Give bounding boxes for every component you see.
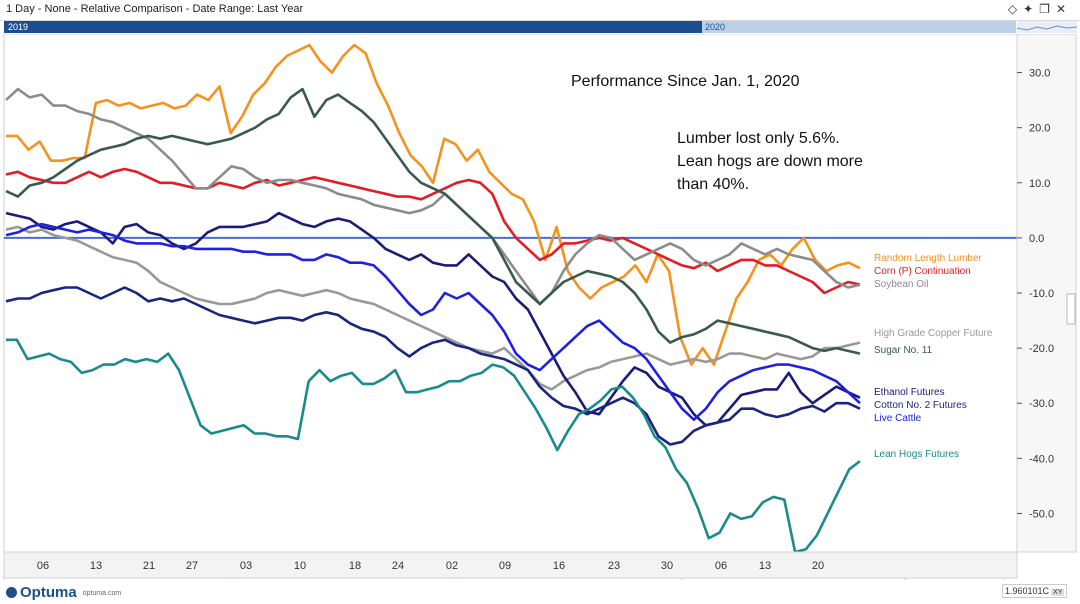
y-tick-label-6: -30.0: [1029, 398, 1054, 410]
overview-sparkline: [1016, 21, 1078, 33]
x-tick-label-14: 13: [759, 560, 771, 572]
series-line-0: [6, 43, 861, 366]
x-tick-label-3: 27: [186, 560, 198, 572]
y-axis-scroll-handle: [1066, 293, 1076, 325]
y-tick-label-5: -20.0: [1029, 343, 1054, 355]
series-line-7: [5, 222, 861, 422]
x-tick-label-11: 23: [608, 560, 620, 572]
x-tick-label-8: 02: [446, 560, 458, 572]
x-tick-label-0: 06: [37, 560, 49, 572]
annotation-line-3: than 40%.: [677, 176, 750, 193]
legend-entry-1: Corn (P) Continuation: [874, 266, 971, 277]
overview-year-right: 2020: [705, 22, 726, 32]
chart-legend: Random Length Lumber Corn (P) Continuatio…: [874, 253, 993, 460]
pin-icon[interactable]: ✦: [1023, 2, 1040, 16]
series-line-4: [5, 87, 861, 355]
optuma-logo: Optuma optuma.com: [6, 584, 121, 601]
x-tick-label-5: 10: [294, 560, 306, 572]
diamond-icon[interactable]: ◇: [1007, 2, 1024, 16]
overview-navigator[interactable]: 2019 2020: [4, 21, 1016, 33]
restore-icon[interactable]: ❐: [1039, 2, 1056, 16]
x-tick-label-1: 13: [90, 560, 102, 572]
x-tick-label-10: 16: [553, 560, 565, 572]
window-title: 1 Day - None - Relative Comparison - Dat…: [6, 3, 304, 15]
y-tick-label-7: -40.0: [1029, 453, 1054, 465]
x-tick-label-4: 03: [240, 560, 252, 572]
relative-comparison-chart: Random Length Lumber Corn (P) Continuatio…: [3, 34, 1077, 580]
x-tick-label-9: 09: [499, 560, 511, 572]
chart-series: [4, 43, 1017, 554]
close-icon[interactable]: ✕: [1055, 2, 1072, 16]
x-tick-label-2: 21: [143, 560, 155, 572]
series-line-6: [5, 286, 861, 446]
corner-value: 1.960101C: [1005, 586, 1050, 596]
y-tick-label-4: -10.0: [1029, 288, 1054, 300]
xy-toggle-button[interactable]: XY: [1051, 589, 1065, 596]
y-tick-label-0: 30.0: [1029, 68, 1050, 80]
annotation-line-2: Lean hogs are down more: [677, 153, 863, 170]
x-axis[interactable]: 06132127031018240209162330061320Jan 2020…: [3, 551, 1018, 580]
x-axis-months-band: [3, 577, 1005, 580]
x-tick-label-12: 30: [661, 560, 673, 572]
window-controls: ◇✦❐✕: [1008, 2, 1072, 16]
optuma-logo-icon: [6, 587, 17, 598]
corner-readout: 1.960101C XY: [1002, 584, 1068, 598]
overview-selected-range[interactable]: 2020: [702, 21, 1016, 33]
legend-entry-8: Lean Hogs Futures: [874, 449, 959, 460]
legend-entry-6: Cotton No. 2 Futures: [874, 400, 967, 411]
brand-url: optuma.com: [82, 590, 122, 597]
y-tick-label-2: 10.0: [1029, 178, 1050, 190]
legend-entry-5: Ethanol Futures: [874, 387, 945, 398]
brand-name: Optuma: [20, 584, 77, 601]
series-line-8: [6, 338, 861, 554]
legend-entry-0: Random Length Lumber: [874, 253, 983, 264]
y-tick-label-1: 20.0: [1029, 123, 1050, 135]
x-tick-label-6: 18: [349, 560, 361, 572]
x-axis-days-band: [3, 551, 1018, 579]
annotation-title: Performance Since Jan. 1, 2020: [571, 73, 800, 90]
y-tick-label-3: 0.0: [1029, 233, 1044, 245]
legend-entry-2: Soybean Oil: [874, 279, 928, 290]
x-tick-label-7: 24: [392, 560, 404, 572]
overview-year-left: 2019: [8, 22, 29, 32]
series-line-3: [5, 225, 861, 391]
legend-entry-3: High Grade Copper Future: [874, 328, 993, 339]
x-tick-label-13: 06: [715, 560, 727, 572]
series-line-2: [5, 87, 861, 306]
x-tick-label-15: 20: [812, 560, 824, 572]
legend-entry-4: Sugar No. 11: [874, 345, 933, 356]
series-line-1: [5, 167, 861, 295]
annotation-line-1: Lumber lost only 5.6%.: [677, 130, 840, 147]
y-axis[interactable]: 30.0 20.0 10.0 0.0 -10.0 -20.0 -30.0 -40.0 -50.0: [1016, 34, 1077, 553]
y-tick-label-8: -50.0: [1029, 508, 1054, 520]
window-titlebar: 1 Day - None - Relative Comparison - Dat…: [0, 0, 1080, 21]
legend-entry-7: Live Cattle: [874, 413, 922, 424]
